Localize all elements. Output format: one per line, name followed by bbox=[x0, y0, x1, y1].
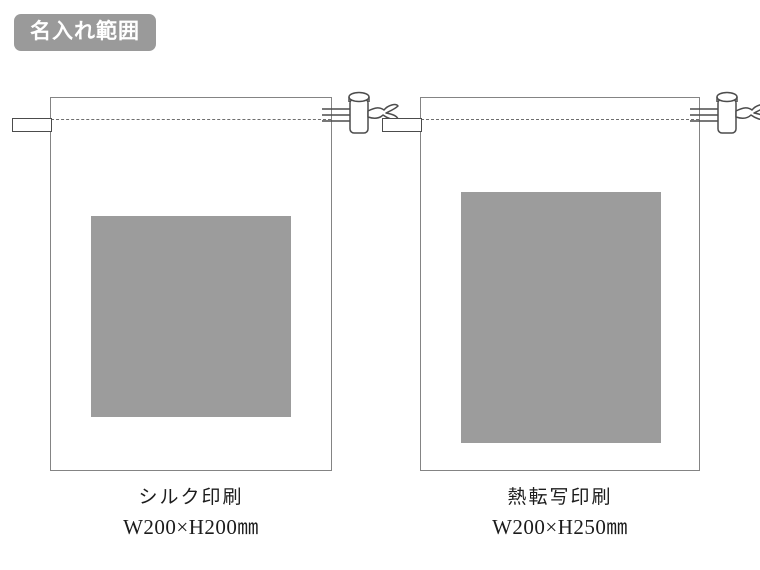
print-area-rect-silk bbox=[91, 216, 291, 417]
bag-diagram-silk-print bbox=[12, 91, 399, 471]
cord-stopper-icon-right bbox=[690, 91, 760, 134]
caption-method-thermal: 熱転写印刷 bbox=[507, 486, 613, 508]
cord-stopper-icon-left bbox=[322, 91, 399, 134]
print-area-rect-thermal bbox=[461, 192, 661, 443]
drawstring-channel-line-left bbox=[51, 119, 331, 120]
caption-size-thermal: W200×H250㎜ bbox=[492, 514, 628, 539]
bag-diagram-thermal-transfer bbox=[382, 91, 760, 471]
caption-silk-print: シルク印刷 W200×H200㎜ bbox=[50, 483, 332, 543]
loop-tab-icon-right bbox=[382, 118, 422, 132]
caption-method-silk: シルク印刷 bbox=[138, 486, 244, 508]
caption-size-silk: W200×H200㎜ bbox=[123, 514, 259, 539]
section-title-badge: 名入れ範囲 bbox=[14, 14, 156, 52]
caption-thermal-transfer: 熱転写印刷 W200×H250㎜ bbox=[420, 483, 700, 543]
loop-tab-icon-left bbox=[12, 118, 52, 132]
drawstring-channel-line-right bbox=[421, 119, 699, 120]
